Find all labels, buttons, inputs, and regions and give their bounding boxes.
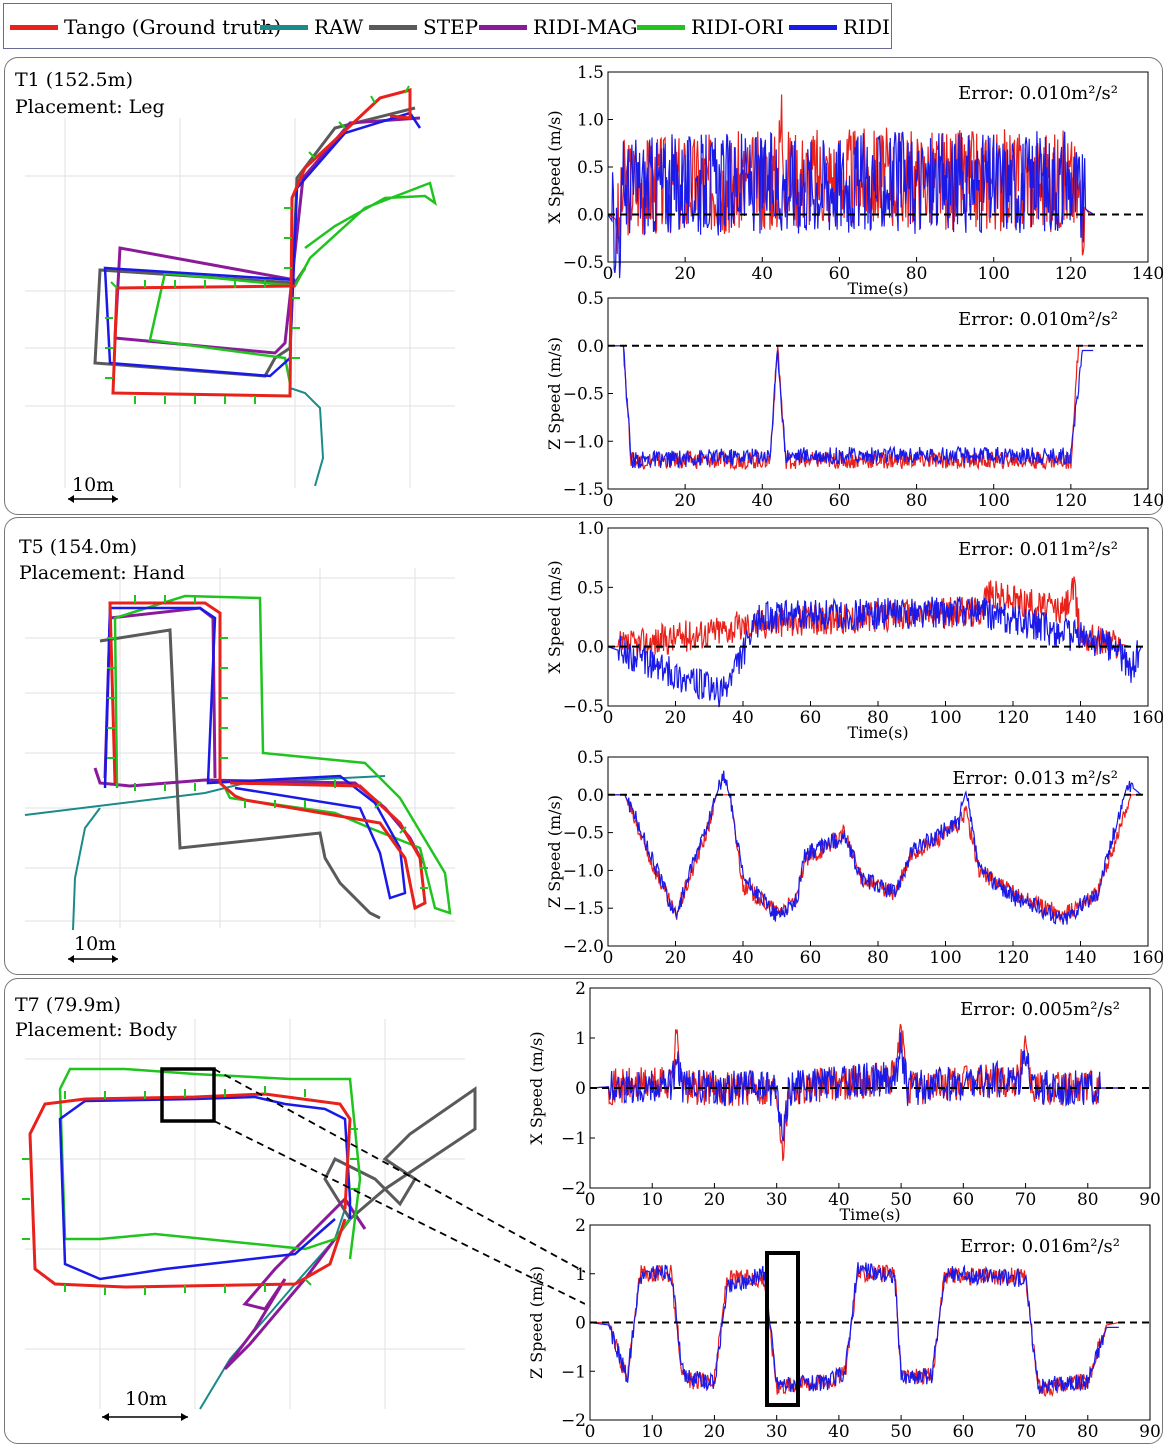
panel-title: T7 (79.9m) bbox=[15, 994, 121, 1016]
legend-label: RAW bbox=[314, 15, 364, 39]
traj-ridi bbox=[103, 111, 422, 378]
panel-t7: T7 (79.9m) Placement: Body 10m bbox=[4, 978, 1163, 1444]
scale-label: 10m bbox=[74, 933, 117, 955]
legend-swatch-step bbox=[369, 24, 417, 30]
traj-tango bbox=[28, 1092, 352, 1289]
traj-ridi bbox=[103, 606, 407, 900]
panel-placement: Placement: Leg bbox=[15, 96, 165, 118]
traj-raw bbox=[289, 387, 325, 487]
grid bbox=[25, 1019, 465, 1409]
legend-label: RIDI bbox=[843, 15, 890, 39]
traj-ridi-ori bbox=[58, 1067, 362, 1260]
legend-item-raw: RAW bbox=[260, 4, 363, 50]
legend-item-ridi-mag: RIDI-MAG bbox=[479, 4, 638, 50]
zoom-box bbox=[160, 1067, 216, 1123]
legend-swatch-ridi-mag bbox=[479, 24, 527, 30]
traj-ridi-mag bbox=[223, 1196, 367, 1371]
trajectory-plot-t1 bbox=[25, 85, 455, 503]
traj-tango-ticks bbox=[22, 1086, 358, 1295]
traj-tango-ticks bbox=[105, 85, 410, 404]
traj-step bbox=[323, 1086, 477, 1221]
legend-item-step: STEP bbox=[369, 4, 478, 50]
legend-label: Tango (Ground truth) bbox=[64, 15, 282, 39]
scale-label: 10m bbox=[72, 474, 115, 496]
panel-placement: Placement: Body bbox=[15, 1019, 177, 1041]
zoom-guide-top bbox=[213, 1068, 585, 1273]
scale-bar bbox=[68, 495, 118, 503]
legend-swatch-raw bbox=[260, 24, 308, 30]
legend-label: RIDI-MAG bbox=[533, 15, 638, 39]
traj-ridi-mag bbox=[113, 116, 421, 355]
grid bbox=[25, 568, 455, 928]
legend-swatch-ridi bbox=[789, 24, 837, 30]
traj-ridi-ori bbox=[148, 181, 438, 384]
scale-bar bbox=[102, 1413, 188, 1421]
panel-t1: T1 (152.5m) Placement: Leg 10m bbox=[4, 57, 1163, 515]
traj-step bbox=[99, 628, 381, 920]
zoom-guide-bottom bbox=[213, 1120, 585, 1305]
legend-label: STEP bbox=[423, 15, 479, 39]
traj-ridi-mag bbox=[93, 606, 425, 864]
legend-swatch-tango bbox=[10, 24, 58, 30]
legend-item-tango: Tango (Ground truth) bbox=[10, 4, 281, 50]
traj-ridi-ori bbox=[113, 594, 452, 915]
traj-raw bbox=[199, 1208, 346, 1410]
traj-raw bbox=[24, 775, 386, 931]
legend: Tango (Ground truth) RAW STEP RIDI-MAG R… bbox=[3, 3, 892, 49]
panel-t5: T5 (154.0m) Placement: Hand 10m bbox=[4, 517, 1163, 975]
grid bbox=[25, 118, 455, 488]
scale-bar bbox=[68, 955, 118, 963]
trajectory-plot-t5 bbox=[24, 568, 455, 963]
traj-tango-ticks bbox=[107, 595, 428, 889]
panel-placement: Placement: Hand bbox=[19, 562, 185, 584]
legend-item-ridi-ori: RIDI-ORI bbox=[637, 4, 784, 50]
traj-tango bbox=[108, 601, 427, 911]
legend-item-ridi: RIDI bbox=[789, 4, 890, 50]
trajectory-plot-t7 bbox=[22, 1019, 585, 1421]
legend-label: RIDI-ORI bbox=[691, 15, 785, 39]
legend-swatch-ridi-ori bbox=[637, 24, 685, 30]
scale-label: 10m bbox=[125, 1388, 168, 1410]
traj-ridi bbox=[58, 1095, 352, 1281]
panel-title: T5 (154.0m) bbox=[19, 536, 138, 558]
panel-title: T1 (152.5m) bbox=[15, 69, 134, 91]
traj-tango bbox=[111, 88, 412, 398]
traj-step bbox=[93, 106, 416, 378]
